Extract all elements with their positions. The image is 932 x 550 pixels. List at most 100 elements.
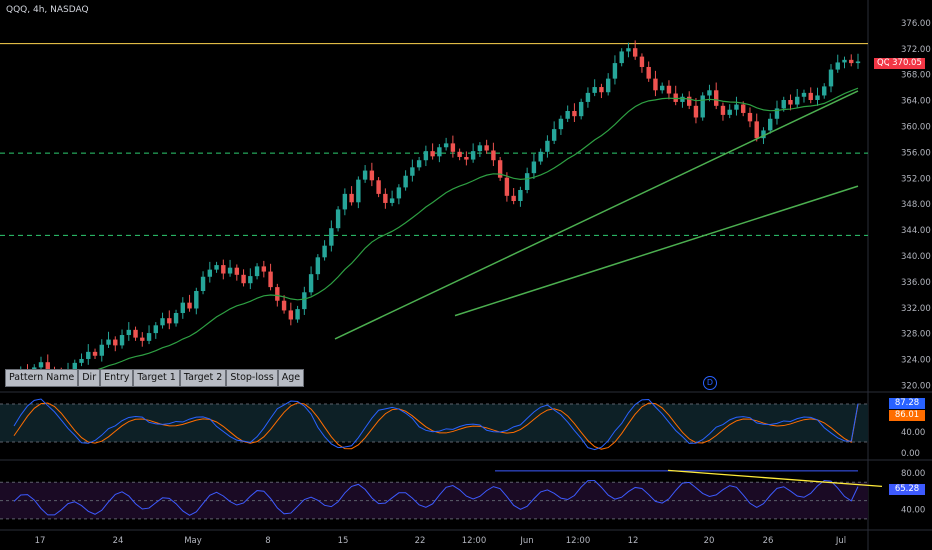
candle-body [849,59,854,64]
candle-body [234,267,240,275]
candle-body [410,167,415,176]
col-age[interactable]: Age [277,369,305,387]
candle-body [268,271,273,288]
candle-body [356,179,361,203]
candle-body [254,266,260,277]
candle-body [308,274,314,293]
pattern-table-header[interactable]: Pattern Name Dir Entry Target 1 Target 2… [5,369,305,387]
price-axis-tick: 352.00 [901,174,931,184]
candle-body [774,108,780,119]
price-axis-tick: 364.00 [901,97,931,107]
candle-body [140,337,145,341]
candle-body [45,362,50,370]
rsi-axis-tick: 80.00 [901,469,925,479]
candle-body [680,96,685,102]
candle-body [99,344,104,356]
price-axis-tick: 324.00 [901,356,931,366]
candle-body [632,48,638,57]
candle-body [592,87,597,93]
col-stop-loss[interactable]: Stop-loss [226,369,278,387]
price-axis-tick: 376.00 [901,19,931,29]
candle-body [477,145,483,152]
candle-body [497,160,503,178]
candle-body [470,151,476,160]
time-axis-label: 22 [415,536,426,546]
current-price-badge: 370.05 [889,58,925,69]
candle-body [511,195,516,201]
candle-body [342,193,348,210]
candle-body [288,310,294,320]
time-axis-label: 15 [338,536,349,546]
time-axis-label: 20 [704,536,715,546]
candle-body [194,290,199,309]
candle-body [450,143,456,152]
candle-body [443,143,449,148]
time-axis-label: 24 [113,536,124,546]
candle-body [558,118,564,130]
candle-body [207,269,213,277]
candle-body [599,87,604,93]
candle-body [768,118,773,131]
candle-body [241,274,246,284]
candle-body [855,61,861,64]
candle-body [734,104,739,110]
time-axis-label: 26 [763,536,774,546]
moving-average-line [13,87,859,383]
candle-body [362,170,368,180]
candle-body [720,105,726,115]
trendline-shallow [454,185,859,317]
candle-body [578,101,584,117]
price-axis-tick: 328.00 [901,330,931,340]
candle-body [38,362,44,368]
candle-body [795,96,800,105]
candle-body [545,140,550,152]
price-axis-tick: 372.00 [901,45,931,55]
candle-body [653,78,658,91]
candle-body [335,209,341,229]
candle-body [146,333,152,341]
candle-body [72,362,77,371]
col-entry[interactable]: Entry [100,369,134,387]
candle-body [187,302,192,309]
candle-body [531,161,537,174]
candle-body [349,193,354,203]
col-dir[interactable]: Dir [78,369,101,387]
col-pattern-name[interactable]: Pattern Name [5,369,79,387]
candle-body [585,92,591,102]
rsi-line [13,479,859,516]
candle-body [302,292,307,310]
candle-body [295,309,300,320]
badge-symbol: QQQ [877,58,898,68]
candle-body [727,109,732,115]
time-axis-label: 17 [35,536,46,546]
rsi-value-badge: 65.28 [889,484,925,495]
candle-body [747,112,753,122]
dividend-marker-icon[interactable]: D [703,376,717,390]
price-axis-tick: 368.00 [901,71,931,81]
candle-body [565,111,570,119]
candle-body [524,173,530,190]
candle-body [646,66,651,79]
candle-body [261,266,267,272]
candle-body [693,105,699,118]
candle-body [437,147,442,157]
stoch-band [0,404,868,442]
candle-body [551,129,557,141]
stoch-k-line [13,398,859,451]
candle-body [457,151,462,157]
candle-body [504,177,510,196]
candle-body [808,92,813,100]
candle-body [639,56,645,67]
candle-body [714,90,719,106]
price-axis-tick: 332.00 [901,304,931,314]
price-axis-tick: 348.00 [901,200,931,210]
col-target-1[interactable]: Target 1 [133,369,180,387]
price-axis-tick: 356.00 [901,148,931,158]
candle-body [612,63,618,79]
candle-body [396,187,402,199]
col-target-2[interactable]: Target 2 [179,369,227,387]
candle-body [822,86,827,96]
time-axis-label: 12:00 [566,536,591,546]
candle-body [315,257,321,275]
